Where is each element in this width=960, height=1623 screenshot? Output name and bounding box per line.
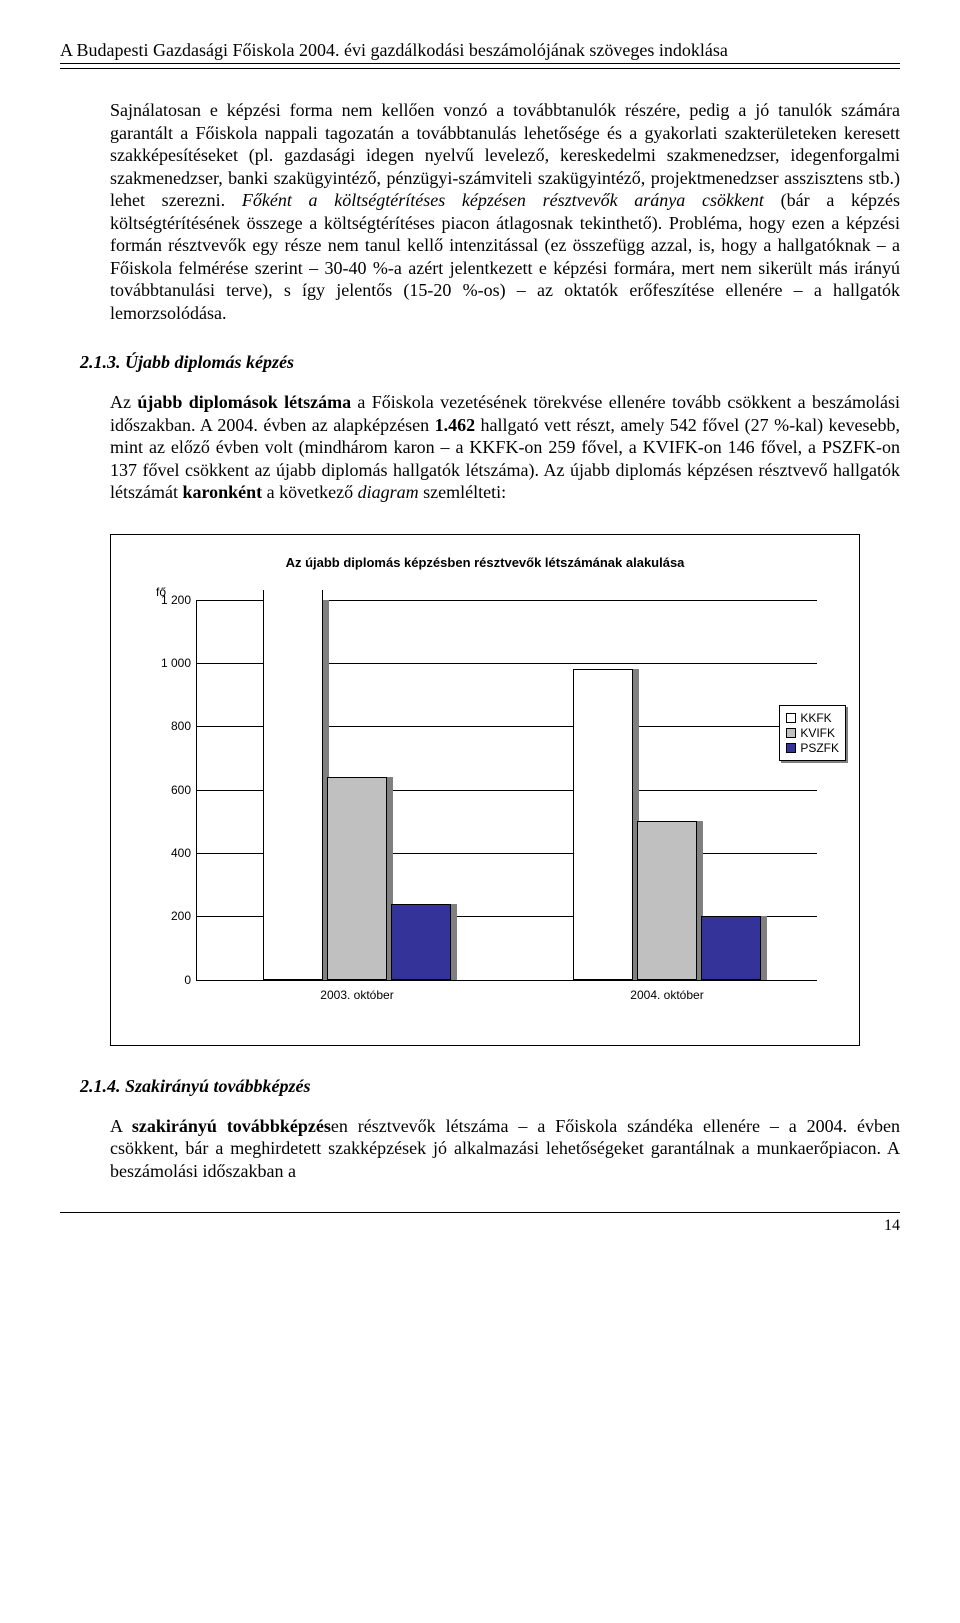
header-rule-1: [60, 63, 900, 64]
chart-legend: KKFKKVIFKPSZFK: [779, 705, 846, 761]
chart-ytick: 400: [171, 846, 191, 860]
legend-item: KVIFK: [786, 726, 839, 740]
paragraph-2: Az újabb diplomások létszáma a Főiskola …: [110, 391, 900, 504]
legend-item: KKFK: [786, 711, 839, 725]
chart-bar: [701, 916, 761, 979]
chart-title: Az újabb diplomás képzésben résztvevők l…: [126, 555, 844, 570]
legend-swatch: [786, 743, 796, 753]
chart-ytick: 800: [171, 719, 191, 733]
chart-bar: [573, 669, 633, 979]
chart-ytick: 600: [171, 783, 191, 797]
paragraph-3: A szakirányú továbbképzésen résztvevők l…: [110, 1115, 900, 1183]
chart-ytick: 200: [171, 909, 191, 923]
legend-label: KKFK: [800, 711, 831, 725]
paragraph-1: Sajnálatosan e képzési forma nem kellően…: [110, 99, 900, 324]
chart-ytick: 1 200: [161, 593, 191, 607]
header-rule-2: [60, 68, 900, 69]
chart-container: Az újabb diplomás képzésben résztvevők l…: [110, 534, 860, 1046]
legend-swatch: [786, 728, 796, 738]
section-heading-213: 2.1.3. Újabb diplomás képzés: [80, 352, 900, 373]
chart-bar: [263, 590, 323, 980]
page-header: A Budapesti Gazdasági Főiskola 2004. évi…: [60, 40, 900, 61]
legend-label: KVIFK: [800, 726, 835, 740]
chart-xtick: 2003. október: [320, 988, 393, 1002]
chart-xtick: 2004. október: [630, 988, 703, 1002]
legend-item: PSZFK: [786, 741, 839, 755]
chart-ytick: 1 000: [161, 656, 191, 670]
chart-bar: [327, 777, 387, 980]
legend-label: PSZFK: [800, 741, 839, 755]
chart-ytick: 0: [184, 973, 191, 987]
page-number: 14: [60, 1217, 900, 1235]
chart-bar: [637, 821, 697, 979]
chart-area: fő 02004006008001 0001 2002003. október2…: [126, 590, 844, 1030]
legend-swatch: [786, 713, 796, 723]
footer-rule: [60, 1212, 900, 1213]
chart-bar: [391, 904, 451, 980]
section-heading-214: 2.1.4. Szakirányú továbbképzés: [80, 1076, 900, 1097]
chart-plot: 02004006008001 0001 2002003. október2004…: [196, 600, 817, 981]
